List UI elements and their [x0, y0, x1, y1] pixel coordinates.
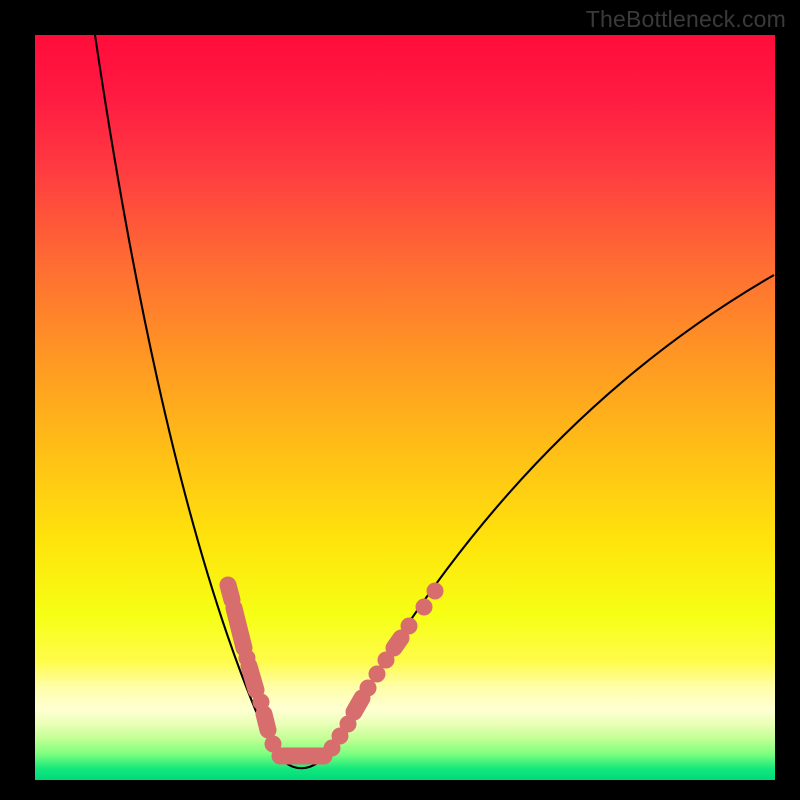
marker-dot	[416, 599, 433, 616]
bottleneck-chart	[0, 0, 800, 800]
marker-pill	[354, 698, 362, 712]
marker-pill	[249, 666, 256, 690]
figure-container: { "figure": { "width": 800, "height": 80…	[0, 0, 800, 800]
marker-dot	[369, 666, 386, 683]
marker-pill	[234, 608, 244, 648]
plot-background-gradient	[35, 35, 775, 780]
marker-pill	[394, 638, 401, 648]
marker-dot	[360, 680, 377, 697]
watermark-text: TheBottleneck.com	[586, 6, 786, 33]
marker-pill	[264, 714, 268, 730]
marker-dot	[427, 583, 444, 600]
marker-dot	[401, 618, 418, 635]
marker-pill	[228, 585, 232, 600]
